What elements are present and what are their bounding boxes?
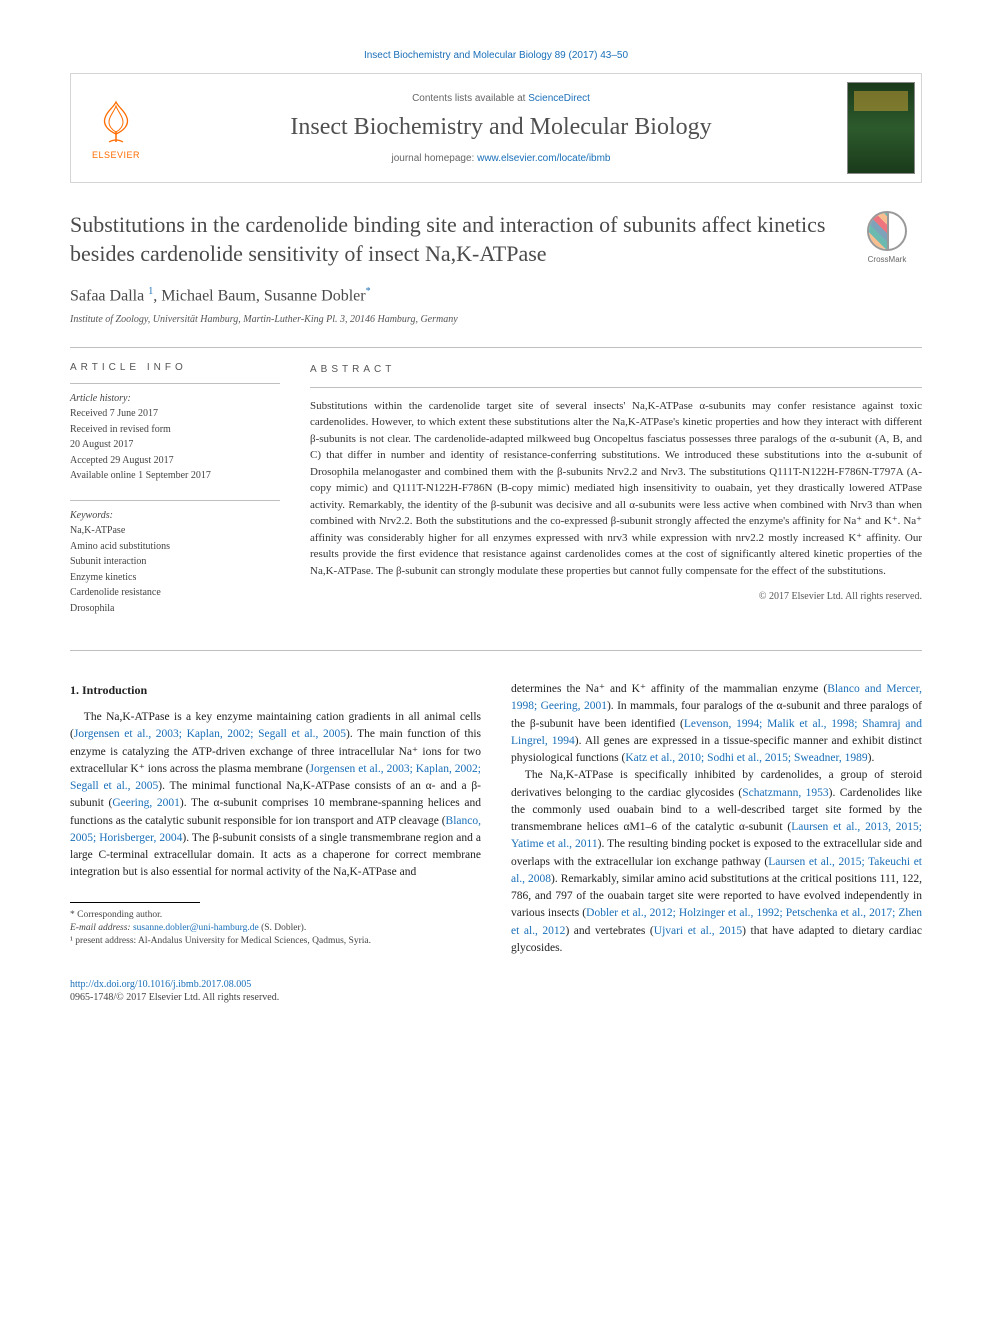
abstract-divider [310,387,922,388]
body-column-left: 1. Introduction The Na,K-ATPase is a key… [70,681,481,957]
section-number: 1. [70,683,79,697]
affiliation: Institute of Zoology, Universität Hambur… [70,314,922,325]
abstract-heading: ABSTRACT [310,362,922,377]
keyword: Amino acid substitutions [70,540,280,555]
keywords-label: Keywords: [70,509,280,524]
abstract-copyright: © 2017 Elsevier Ltd. All rights reserved… [310,589,922,604]
email-suffix: (S. Dobler). [259,923,307,933]
info-divider-2 [70,500,280,501]
abstract-column: ABSTRACT Substitutions within the carden… [310,362,922,633]
keyword: Drosophila [70,602,280,617]
corresponding-author-block: * Corresponding author. E-mail address: … [70,902,481,949]
journal-name: Insect Biochemistry and Molecular Biolog… [290,114,711,141]
article-history-block: Article history: Received 7 June 2017 Re… [70,392,280,484]
doi-line: http://dx.doi.org/10.1016/j.ibmb.2017.08… [70,979,922,990]
top-citation: Insect Biochemistry and Molecular Biolog… [70,50,922,61]
body-paragraph: determines the Na⁺ and K⁺ affinity of th… [511,681,922,957]
divider-bottom [70,650,922,651]
contents-available-line: Contents lists available at ScienceDirec… [412,93,590,104]
history-line: Accepted 29 August 2017 [70,454,280,469]
history-line: Available online 1 September 2017 [70,469,280,484]
body-paragraph: The Na,K-ATPase is a key enzyme maintain… [70,709,481,882]
journal-homepage-line: journal homepage: www.elsevier.com/locat… [391,153,610,164]
info-divider-1 [70,383,280,384]
footnote-rule [70,902,200,903]
sciencedirect-link[interactable]: ScienceDirect [528,93,590,104]
keyword: Na,K-ATPase [70,524,280,539]
crossmark-label: CrossMark [868,255,907,264]
journal-cover-thumbnail [847,82,915,174]
journal-homepage-link[interactable]: www.elsevier.com/locate/ibmb [477,153,610,164]
email-line: E-mail address: susanne.dobler@uni-hambu… [70,922,481,935]
keyword: Subunit interaction [70,555,280,570]
crossmark-icon [867,211,907,251]
article-info-heading: ARTICLE INFO [70,362,280,373]
issn-copyright: 0965-1748/© 2017 Elsevier Ltd. All right… [70,992,922,1003]
present-address-note: ¹ present address: Al-Andalus University… [70,935,481,948]
keyword: Cardenolide resistance [70,586,280,601]
journal-masthead: ELSEVIER Contents lists available at Sci… [70,73,922,183]
doi-link[interactable]: http://dx.doi.org/10.1016/j.ibmb.2017.08… [70,979,251,990]
history-line: Received 7 June 2017 [70,407,280,422]
body-column-right: determines the Na⁺ and K⁺ affinity of th… [511,681,922,957]
publisher-name: ELSEVIER [92,150,140,160]
homepage-prefix: journal homepage: [391,153,477,164]
email-link[interactable]: susanne.dobler@uni-hamburg.de [133,923,259,933]
journal-cover-block [841,74,921,182]
history-label: Article history: [70,392,280,407]
history-line: Received in revised form [70,423,280,438]
masthead-center: Contents lists available at ScienceDirec… [161,74,841,182]
keyword: Enzyme kinetics [70,571,280,586]
article-info-column: ARTICLE INFO Article history: Received 7… [70,362,280,633]
contents-prefix: Contents lists available at [412,93,528,104]
author-list: Safaa Dalla 1, Michael Baum, Susanne Dob… [70,286,922,305]
body-two-column: 1. Introduction The Na,K-ATPase is a key… [70,681,922,957]
section-title: Introduction [82,683,147,697]
elsevier-tree-icon [91,96,141,146]
article-title: Substitutions in the cardenolide binding… [70,211,832,268]
keywords-block: Keywords: Na,K-ATPase Amino acid substit… [70,509,280,617]
corresponding-author: * Corresponding author. [70,909,481,922]
history-line: 20 August 2017 [70,438,280,453]
email-label: E-mail address: [70,923,133,933]
section-heading: 1. Introduction [70,681,481,699]
crossmark-badge[interactable]: CrossMark [852,211,922,264]
publisher-logo-block: ELSEVIER [71,74,161,182]
abstract-text: Substitutions within the cardenolide tar… [310,398,922,580]
